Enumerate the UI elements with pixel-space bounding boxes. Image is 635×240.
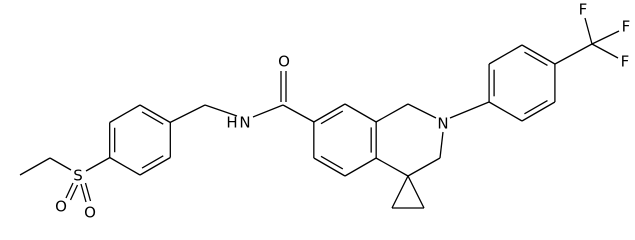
bond [521,101,556,122]
bond [584,17,593,45]
bond [109,104,141,124]
bond [591,43,619,59]
bond [139,156,171,176]
bond [65,182,74,199]
atom-labels: S O O H N O N F F F [55,1,630,222]
bond [252,104,284,118]
bond [139,104,171,124]
bond [488,44,523,65]
bond [344,103,377,123]
bond [407,175,425,209]
bond [524,51,548,67]
bonds [19,17,620,209]
atom-label: H [226,114,237,132]
bond [19,157,51,176]
molecule-diagram: S O O H N O N F F F [19,1,630,222]
bond [554,43,593,65]
atom-label: N [239,114,250,132]
atom-label: F [622,18,631,36]
bond [375,103,409,123]
bond [591,30,620,45]
atom-label: O [84,204,96,222]
bond [204,104,238,117]
bond [439,131,444,159]
bond [141,155,164,169]
bond [320,110,344,125]
atom-label: O [55,198,67,216]
bond [169,104,206,124]
bond [521,44,556,65]
bond [282,104,315,123]
bond [524,99,548,115]
bond [391,175,409,209]
bond [407,103,437,119]
bond [344,157,377,177]
bond [141,111,164,125]
bond [313,103,346,123]
bond [407,157,441,177]
bond [449,101,490,119]
bond [69,184,79,201]
atom-label: F [579,1,588,19]
bond [320,155,344,170]
bond [488,101,523,122]
atom-label: O [278,53,290,71]
atom-label: N [437,115,448,133]
bond [80,183,87,203]
bond [84,182,92,202]
atom-label: S [73,167,83,185]
bond [109,156,141,176]
atom-label: F [621,53,630,71]
bond [313,157,346,177]
bond [375,157,409,177]
bond [85,156,111,172]
bond [49,157,72,171]
